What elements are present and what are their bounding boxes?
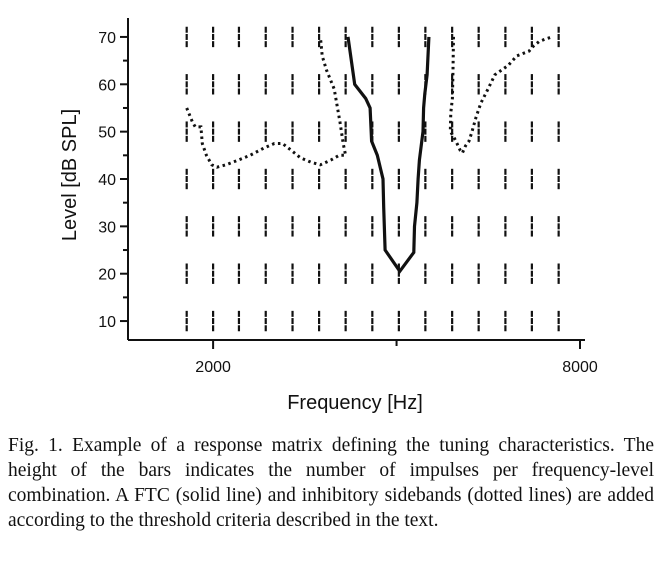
y-tick-label: 20 [98, 267, 116, 284]
tick-labels: 10 20 30 40 50 60 70 2000 8000 [98, 30, 598, 376]
y-tick-label: 10 [98, 314, 116, 331]
y-tick-label: 50 [98, 125, 116, 142]
response-matrix-chart: 10 20 30 40 50 60 70 2000 8000 Frequency [Hz] Le… [59, 18, 598, 414]
x-tick-label: 8000 [562, 359, 598, 376]
y-tick-label: 60 [98, 77, 116, 94]
x-axis-title: Frequency [Hz] [287, 392, 423, 414]
ftc-line [346, 36, 431, 275]
response-matrix-bars [185, 26, 560, 332]
inhibitory-sideband-line-1 [185, 36, 348, 169]
curves [185, 35, 553, 275]
y-tick-label: 30 [98, 219, 116, 236]
x-tick-label: 2000 [195, 359, 231, 376]
axes [120, 18, 585, 349]
figure-caption: Fig. 1. Example of a response matrix def… [8, 435, 654, 531]
y-tick-label: 70 [98, 30, 116, 47]
y-tick-label: 40 [98, 172, 116, 189]
inhibitory-sideband-line-2 [448, 35, 553, 156]
y-axis-title: Level [dB SPL] [59, 109, 81, 241]
